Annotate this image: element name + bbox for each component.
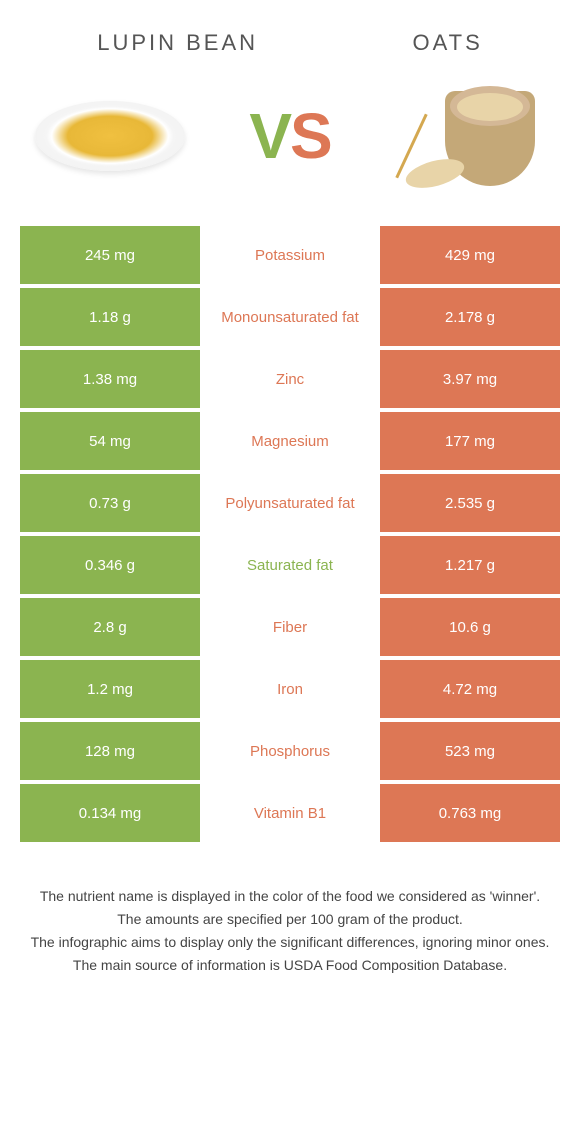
value-right: 2.178 g (380, 288, 560, 346)
vs-s: S (290, 100, 331, 172)
oats-image (390, 76, 550, 196)
header: Lupin Bean Oats (0, 0, 580, 66)
nutrient-label: Fiber (200, 598, 380, 656)
table-row: 1.18 gMonounsaturated fat2.178 g (20, 288, 560, 346)
value-left: 2.8 g (20, 598, 200, 656)
value-left: 1.18 g (20, 288, 200, 346)
footer-line: The nutrient name is displayed in the co… (30, 886, 550, 907)
vs-v: V (249, 100, 290, 172)
table-row: 54 mgMagnesium177 mg (20, 412, 560, 470)
value-left: 54 mg (20, 412, 200, 470)
nutrient-label: Phosphorus (200, 722, 380, 780)
table-row: 2.8 gFiber10.6 g (20, 598, 560, 656)
nutrient-label: Magnesium (200, 412, 380, 470)
footer-line: The amounts are specified per 100 gram o… (30, 909, 550, 930)
nutrient-label: Iron (200, 660, 380, 718)
table-row: 1.38 mgZinc3.97 mg (20, 350, 560, 408)
value-right: 429 mg (380, 226, 560, 284)
value-right: 523 mg (380, 722, 560, 780)
vs-label: VS (249, 99, 330, 173)
nutrient-table: 245 mgPotassium429 mg1.18 gMonounsaturat… (0, 226, 580, 842)
plate-icon (35, 101, 185, 171)
footer-line: The main source of information is USDA F… (30, 955, 550, 976)
value-right: 2.535 g (380, 474, 560, 532)
table-row: 0.134 mgVitamin B10.763 mg (20, 784, 560, 842)
value-left: 245 mg (20, 226, 200, 284)
title-left: Lupin Bean (97, 30, 258, 56)
value-left: 0.134 mg (20, 784, 200, 842)
value-left: 1.2 mg (20, 660, 200, 718)
value-right: 1.217 g (380, 536, 560, 594)
value-left: 128 mg (20, 722, 200, 780)
value-right: 177 mg (380, 412, 560, 470)
table-row: 1.2 mgIron4.72 mg (20, 660, 560, 718)
table-row: 128 mgPhosphorus523 mg (20, 722, 560, 780)
title-right: Oats (413, 30, 483, 56)
nutrient-label: Potassium (200, 226, 380, 284)
value-right: 0.763 mg (380, 784, 560, 842)
nutrient-label: Polyunsaturated fat (200, 474, 380, 532)
table-row: 0.73 gPolyunsaturated fat2.535 g (20, 474, 560, 532)
value-left: 0.73 g (20, 474, 200, 532)
value-right: 10.6 g (380, 598, 560, 656)
value-right: 4.72 mg (380, 660, 560, 718)
nutrient-label: Saturated fat (200, 536, 380, 594)
value-left: 0.346 g (20, 536, 200, 594)
value-right: 3.97 mg (380, 350, 560, 408)
nutrient-label: Vitamin B1 (200, 784, 380, 842)
nutrient-label: Monounsaturated fat (200, 288, 380, 346)
table-row: 0.346 gSaturated fat1.217 g (20, 536, 560, 594)
footer-notes: The nutrient name is displayed in the co… (0, 846, 580, 998)
table-row: 245 mgPotassium429 mg (20, 226, 560, 284)
nutrient-label: Zinc (200, 350, 380, 408)
value-left: 1.38 mg (20, 350, 200, 408)
images-row: VS (0, 66, 580, 226)
sack-icon (405, 81, 535, 191)
lupin-bean-image (30, 76, 190, 196)
footer-line: The infographic aims to display only the… (30, 932, 550, 953)
